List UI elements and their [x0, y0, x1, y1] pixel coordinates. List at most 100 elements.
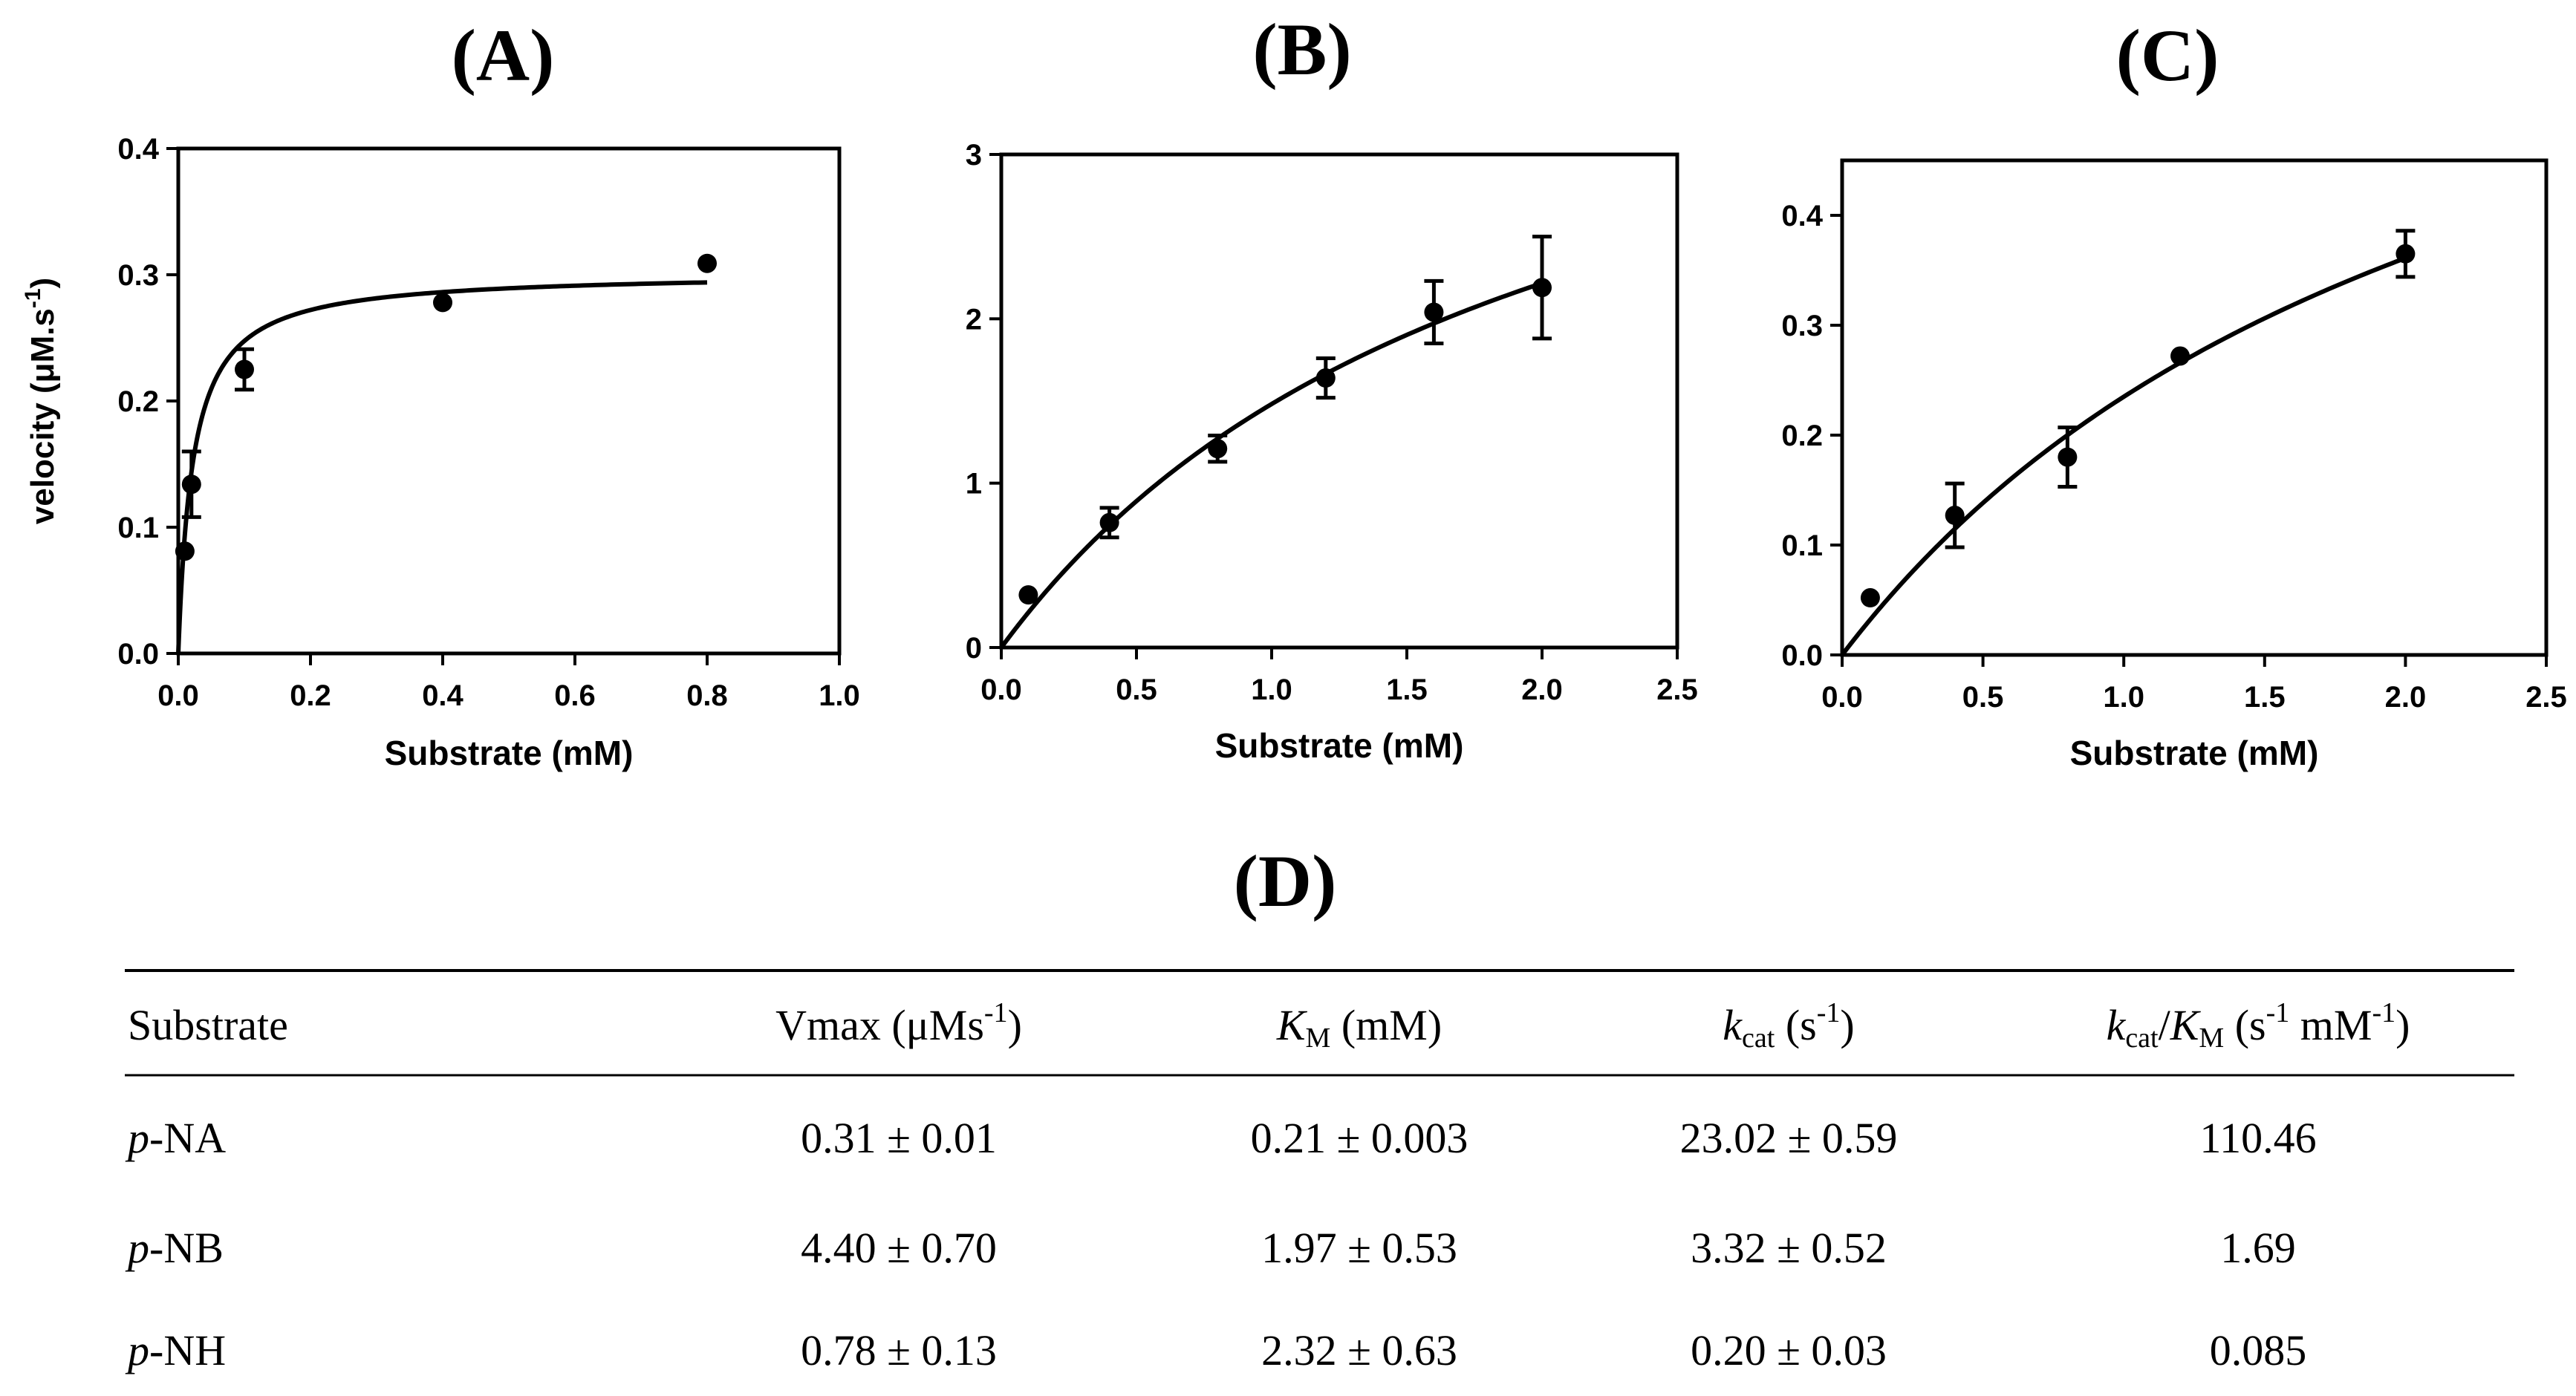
data-point	[2396, 244, 2416, 264]
x-tick-label: 1.0	[819, 679, 860, 712]
table-header-part: K	[2170, 1001, 2202, 1049]
plot-frame	[999, 152, 1679, 650]
panel-label: (A)	[452, 14, 555, 97]
table-row: p-NA 0.31 ± 0.01 0.21 ± 0.003 23.02 ± 0.59 1…	[125, 1114, 2317, 1162]
table-cell-substrate: p-NA	[125, 1114, 226, 1162]
table-header-part: (mM)	[1330, 1001, 1442, 1049]
table-cell-kcat: 3.32 ± 0.52	[1691, 1224, 1887, 1272]
y-tick-label: 2	[966, 303, 982, 336]
panel-label: (B)	[1252, 8, 1351, 91]
x-tick-label: 0.5	[1116, 673, 1157, 706]
table-header-part: /	[2159, 1001, 2171, 1049]
y-tick-label: 0.4	[117, 133, 159, 166]
y-tick-label: 0.3	[117, 259, 159, 292]
x-tick-label: 0.0	[980, 673, 1022, 706]
x-axis-label: Substrate (mM)	[385, 734, 634, 772]
substrate-name: -NH	[149, 1326, 226, 1374]
table-label: (D)	[1234, 840, 1337, 922]
table-header-part: K	[1276, 1001, 1308, 1049]
y-axis-label: velocity (μM.s-1)	[21, 278, 61, 524]
table-cell-km: 1.97 ± 0.53	[1261, 1224, 1457, 1272]
x-tick-label: 2.5	[1656, 673, 1698, 706]
x-tick-label: 1.0	[2103, 681, 2144, 714]
x-axis-label: Substrate (mM)	[2070, 734, 2319, 772]
table-header-part: k	[1723, 1001, 1743, 1049]
y-axis-label-sup: -1	[21, 288, 45, 308]
table-header-part: )	[1008, 1001, 1022, 1049]
table-header-part: Substrate	[128, 1001, 288, 1049]
y-tick-label: 0.2	[1781, 420, 1823, 452]
table-header-part: (s	[1775, 1001, 1816, 1049]
panel-label: (C)	[2116, 14, 2219, 97]
table-header-part: mM	[2289, 1001, 2372, 1049]
y-tick-label: 0	[966, 632, 982, 665]
x-tick-label: 1.5	[2244, 681, 2286, 714]
data-point	[697, 253, 717, 273]
table-row: p-NH 0.78 ± 0.13 2.32 ± 0.63 0.20 ± 0.03 0.0…	[125, 1326, 2306, 1374]
y-axis-label-unit: (μM.s	[25, 308, 61, 394]
table-header-part: k	[2107, 1001, 2127, 1049]
substrate-name: -NA	[149, 1114, 226, 1162]
y-tick-label: 3	[966, 139, 982, 172]
y-tick-label: 0.0	[117, 638, 159, 671]
table-header-cell: Vmax (μMs-1)	[775, 997, 1022, 1049]
table-cell-substrate: p-NH	[125, 1326, 226, 1374]
x-tick-label: 0.5	[1962, 681, 2004, 714]
data-point	[1099, 512, 1119, 532]
table-header-part: Vmax (μMs	[775, 1001, 984, 1049]
fit-curve	[176, 280, 708, 654]
data-point	[1945, 506, 1965, 526]
y-axis-label-text: velocity	[25, 394, 61, 524]
table-header-part: )	[1840, 1001, 1854, 1049]
fit-curve	[1840, 255, 2407, 656]
data-point	[433, 293, 452, 313]
x-tick-label: 0.6	[554, 679, 596, 712]
substrate-prefix: p	[125, 1114, 149, 1162]
table-header-part: M	[1306, 1022, 1331, 1054]
table-cell-vmax: 4.40 ± 0.70	[801, 1224, 997, 1272]
table-cell-vmax: 0.31 ± 0.01	[801, 1114, 997, 1162]
y-tick-label: 0.2	[117, 385, 159, 418]
y-tick-label: 0.1	[1781, 529, 1823, 562]
table-header-cell: Substrate	[128, 1001, 288, 1049]
x-tick-label: 0.2	[290, 679, 331, 712]
table-header-part: -1	[984, 997, 1008, 1028]
x-tick-label: 0.4	[422, 679, 464, 712]
table-row: p-NB 4.40 ± 0.70 1.97 ± 0.53 3.32 ± 0.52 1.6…	[125, 1224, 2296, 1272]
x-tick-label: 2.5	[2525, 681, 2567, 714]
kinetics-table: (D)Substrate Vmax (μMs-1) KM (mM) kcat (s-1…	[125, 840, 2514, 1374]
x-tick-label: 0.0	[157, 679, 199, 712]
table-header-cell: kcat (s-1)	[1723, 997, 1854, 1054]
y-tick-label: 0.3	[1781, 310, 1823, 342]
plot-frame	[176, 146, 842, 656]
table-cell-substrate: p-NB	[125, 1224, 224, 1272]
data-point	[2170, 346, 2190, 366]
chart-panel-2: (B) 0.0 0.5 1.0 1.5 2.0 2.5 0 1 2 3 Substrate (mM)	[966, 8, 1698, 765]
data-point	[1532, 278, 1552, 298]
data-point	[2058, 447, 2078, 467]
table-header-part: (s	[2224, 1001, 2266, 1049]
table-cell-ratio: 0.085	[2210, 1326, 2307, 1374]
chart-panel-3: (C) 0.0 0.5 1.0 1.5 2.0 2.5 0.0 0.1 0.2 0.3 0.4 Subs…	[1781, 14, 2566, 772]
table-header-cell: KM (mM)	[1276, 1001, 1442, 1054]
table-cell-ratio: 110.46	[2199, 1114, 2316, 1162]
data-point	[1424, 302, 1444, 322]
substrate-prefix: p	[125, 1224, 149, 1272]
data-point	[1860, 588, 1880, 608]
x-tick-label: 2.0	[2385, 681, 2427, 714]
table-cell-kcat: 0.20 ± 0.03	[1691, 1326, 1887, 1374]
table-cell-km: 0.21 ± 0.003	[1251, 1114, 1468, 1162]
y-tick-label: 0.4	[1781, 200, 1823, 232]
data-point	[181, 474, 201, 495]
x-tick-label: 0.0	[1821, 681, 1863, 714]
x-tick-label: 1.5	[1386, 673, 1428, 706]
x-tick-label: 2.0	[1521, 673, 1563, 706]
table-cell-kcat: 23.02 ± 0.59	[1680, 1114, 1898, 1162]
y-tick-label: 0.1	[117, 512, 159, 544]
table-header-part: cat	[1742, 1022, 1775, 1054]
data-point	[175, 541, 195, 561]
table-header-cell: kcat/KM (s-1 mM-1)	[2107, 997, 2410, 1054]
table-cell-km: 2.32 ± 0.63	[1261, 1326, 1457, 1374]
data-point	[1315, 368, 1336, 388]
